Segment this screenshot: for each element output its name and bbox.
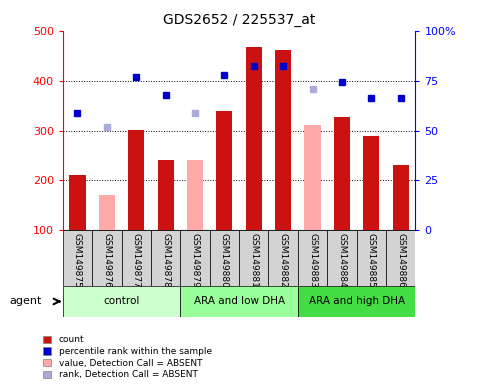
Text: GSM149884: GSM149884: [338, 233, 346, 288]
FancyBboxPatch shape: [151, 230, 180, 286]
FancyBboxPatch shape: [92, 230, 122, 286]
Text: GSM149881: GSM149881: [249, 233, 258, 288]
Bar: [334, 117, 350, 230]
FancyBboxPatch shape: [298, 230, 327, 286]
Text: GSM149885: GSM149885: [367, 233, 376, 288]
FancyBboxPatch shape: [239, 230, 269, 286]
Bar: [128, 129, 144, 230]
FancyBboxPatch shape: [180, 230, 210, 286]
FancyBboxPatch shape: [122, 230, 151, 286]
FancyBboxPatch shape: [298, 286, 415, 317]
Text: GSM149883: GSM149883: [308, 233, 317, 288]
FancyBboxPatch shape: [180, 286, 298, 317]
Text: GSM149876: GSM149876: [102, 233, 112, 288]
Legend: count, percentile rank within the sample, value, Detection Call = ABSENT, rank, : count, percentile rank within the sample…: [43, 335, 212, 379]
Text: GSM149875: GSM149875: [73, 233, 82, 288]
FancyBboxPatch shape: [210, 230, 239, 286]
Text: agent: agent: [10, 296, 42, 306]
Text: ARA and low DHA: ARA and low DHA: [194, 296, 284, 306]
Bar: [363, 136, 379, 230]
Bar: [246, 47, 262, 230]
FancyBboxPatch shape: [356, 230, 386, 286]
Text: control: control: [103, 296, 140, 306]
Bar: [216, 111, 232, 230]
Text: GSM149880: GSM149880: [220, 233, 229, 288]
FancyBboxPatch shape: [386, 230, 415, 286]
Text: ARA and high DHA: ARA and high DHA: [309, 296, 405, 306]
Text: GSM149877: GSM149877: [132, 233, 141, 288]
Text: GSM149882: GSM149882: [279, 233, 288, 288]
Bar: [70, 175, 85, 230]
Bar: [393, 164, 409, 230]
FancyBboxPatch shape: [327, 230, 356, 286]
Title: GDS2652 / 225537_at: GDS2652 / 225537_at: [163, 13, 315, 27]
FancyBboxPatch shape: [63, 230, 92, 286]
Bar: [99, 195, 115, 230]
FancyBboxPatch shape: [269, 230, 298, 286]
Bar: [275, 50, 291, 230]
Bar: [187, 159, 203, 230]
Text: GSM149878: GSM149878: [161, 233, 170, 288]
FancyBboxPatch shape: [63, 286, 180, 317]
Bar: [157, 159, 174, 230]
Text: GSM149879: GSM149879: [190, 233, 199, 288]
Bar: [304, 124, 321, 230]
Text: GSM149886: GSM149886: [396, 233, 405, 288]
